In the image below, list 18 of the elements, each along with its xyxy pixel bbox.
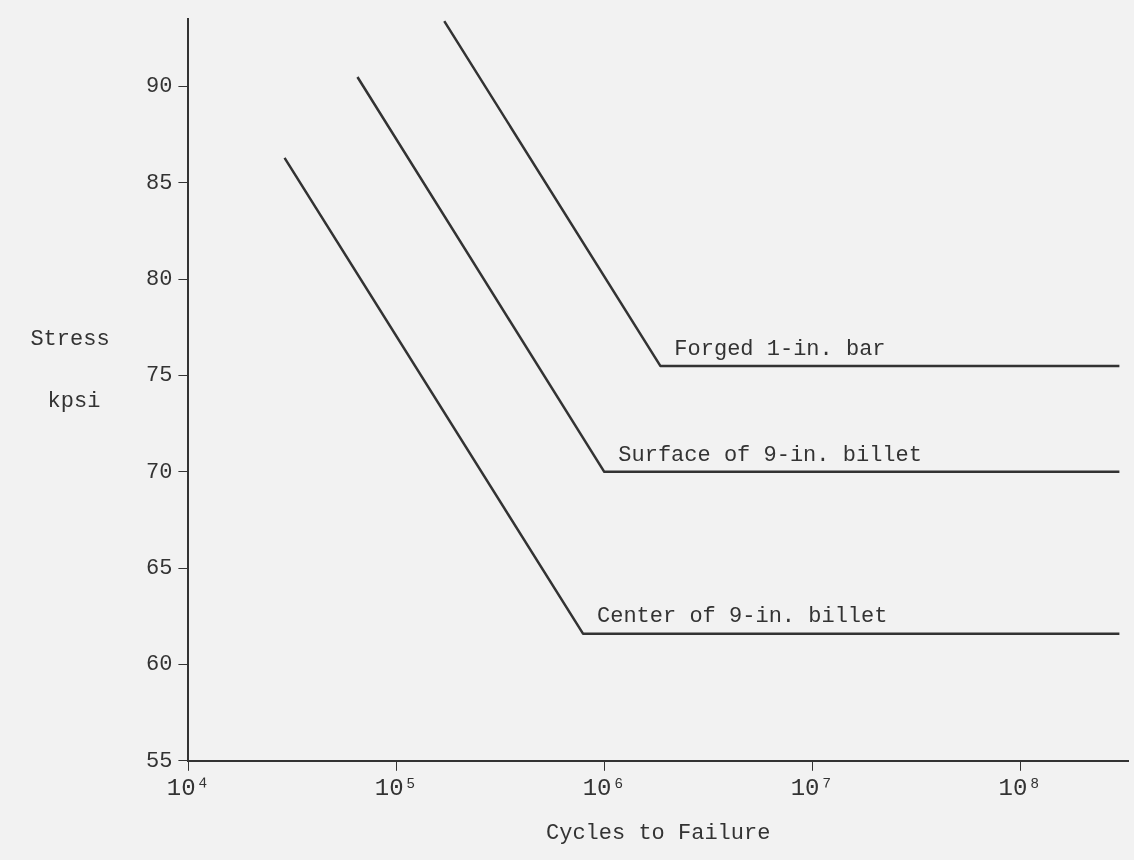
x-tick-label: 10⁸ (998, 774, 1042, 802)
y-tick-label: 70 (146, 459, 173, 485)
text: Stress kpsi (30, 326, 110, 414)
x-tick-label: 10⁶ (582, 774, 626, 802)
x-tick-label: 10⁷ (790, 774, 834, 802)
x-tick-label: 10⁴ (166, 774, 211, 802)
y-tick-label: 65 (146, 556, 173, 581)
y-tick-label: 55 (146, 748, 173, 774)
y-tick-label: 85 (146, 170, 173, 196)
series-label: Surface of 9-in. billet (618, 442, 922, 468)
y-tick-label: 80 (146, 267, 173, 293)
y-tick-label: 90 (146, 74, 173, 100)
x-axis-title: Cycles to Failure (545, 820, 771, 846)
series-label: Center of 9-in. billet (597, 604, 888, 630)
y-tick-label: 75 (146, 363, 173, 389)
y-tick-label: 60 (146, 652, 173, 678)
x-tick-label: 10⁵ (374, 774, 418, 802)
series-label: Forged 1-in. bar (674, 336, 886, 362)
